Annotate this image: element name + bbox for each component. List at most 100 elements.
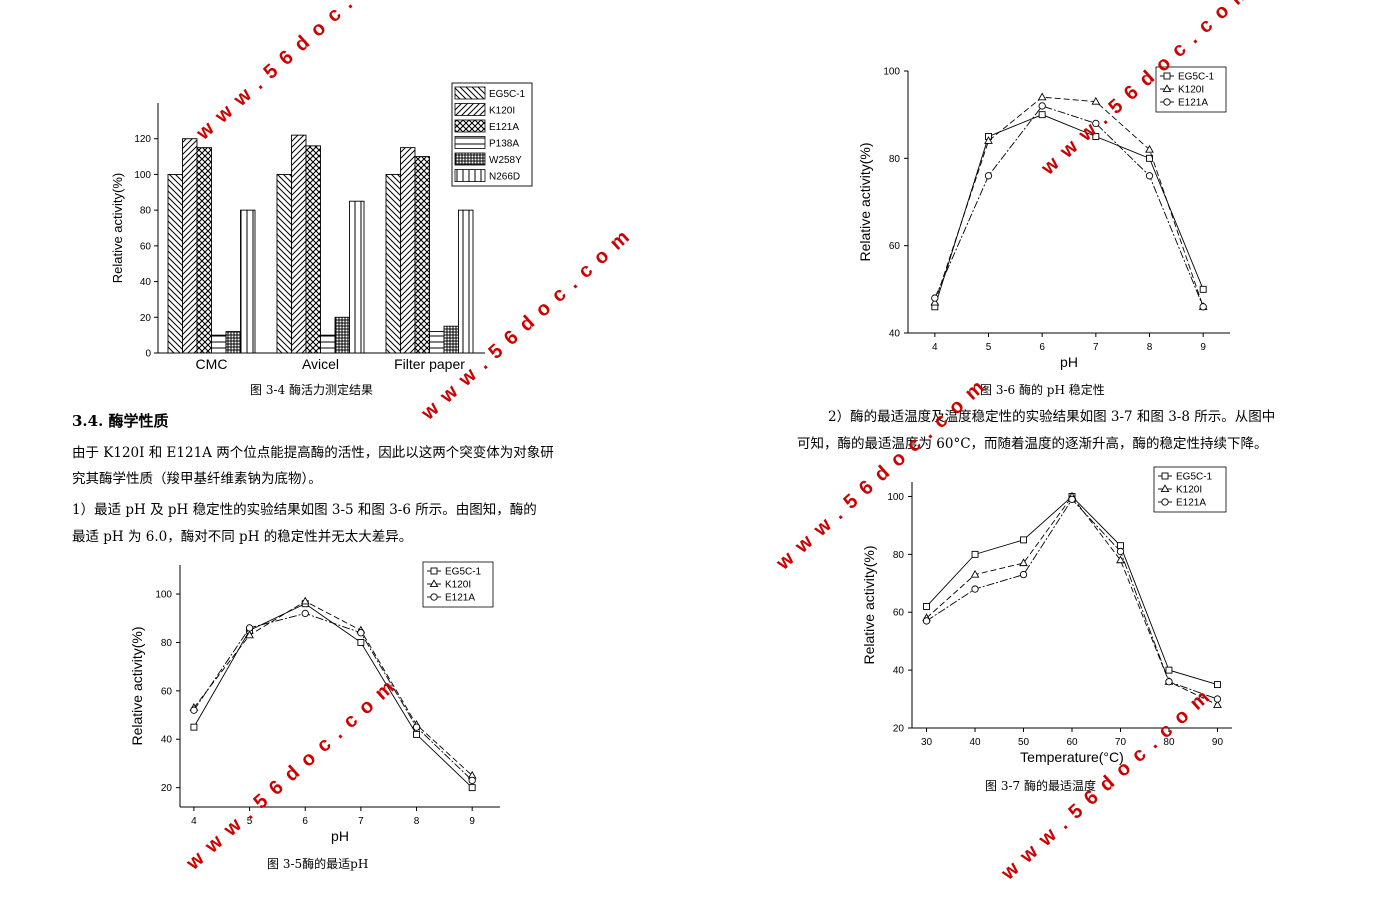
figure-3-6-line-chart: 40 60 80 100 4 5 6 7 8 9 Relative activity(%) pH EG5… — [860, 67, 1230, 370]
point-e121a-6 — [301, 609, 309, 618]
bar-k120i-filter-paper — [400, 147, 416, 354]
point-k120i-90 — [1213, 700, 1222, 708]
bar-e121a-filter-paper — [414, 156, 430, 354]
series-line-e121a — [934, 105, 1204, 307]
bar-e121a-avicel — [305, 145, 321, 354]
y-tick-label: 80 — [140, 206, 152, 217]
point-k120i-4 — [930, 297, 940, 306]
x-axis-label: Temperature(°C) — [1020, 749, 1124, 765]
point-eg5c-1-6 — [1038, 111, 1046, 119]
point-e121a-5 — [245, 624, 254, 632]
legend-label-w258y: W258Y — [489, 155, 522, 166]
bar-w258y-filter-paper — [443, 325, 459, 354]
y-tick-label: 20 — [893, 724, 905, 735]
x-tick-label: Filter paper — [394, 356, 465, 372]
point-e121a-7 — [357, 629, 365, 637]
point-e121a-30 — [922, 617, 931, 625]
point-k120i-8 — [1145, 144, 1154, 153]
point-eg5c-1-30 — [923, 602, 930, 610]
y-tick-label: 40 — [889, 329, 901, 340]
x-tick-label: 80 — [1163, 737, 1175, 748]
point-k120i-6 — [300, 596, 310, 605]
point-e121a-6 — [1038, 102, 1046, 110]
series-line-k120i — [934, 96, 1204, 307]
legend-swatch-k120i — [454, 103, 486, 116]
legend-swatch-eg5c-1 — [454, 86, 486, 100]
point-eg5c-1-70 — [1117, 542, 1124, 550]
x-tick-label: 6 — [302, 816, 308, 827]
legend-marker-k120i — [1160, 484, 1170, 493]
legend-marker-eg5c-1 — [1163, 72, 1171, 80]
point-e121a-50 — [1019, 570, 1028, 579]
legend-label-k120i: K120I — [445, 580, 471, 591]
legend-label-e121a: E121A — [1178, 98, 1208, 109]
paragraph-3-line-1: 2）酶的最适温度及温度稳定性的实验结果如图 3-7 和图 3-8 所示。从图中 — [828, 409, 1276, 425]
section-heading: 3.4. 酶学性质 — [72, 412, 169, 430]
y-tick-label: 100 — [883, 67, 900, 78]
bar-eg5c-1-avicel — [276, 173, 292, 354]
legend-marker-eg5c-1 — [430, 567, 438, 575]
x-tick-label: 40 — [969, 737, 981, 748]
y-tick-label: 20 — [140, 313, 152, 324]
x-tick-label: Avicel — [302, 356, 339, 372]
legend-label-k120i: K120I — [1176, 485, 1202, 496]
point-k120i-40 — [970, 569, 980, 578]
y-tick-label: 20 — [161, 783, 173, 794]
legend-label-eg5c-1: EG5C-1 — [445, 567, 482, 578]
legend-label-e121a: E121A — [1176, 498, 1206, 509]
y-tick-label: 80 — [893, 550, 905, 561]
x-tick-label: 30 — [921, 737, 933, 748]
bar-p138a-filter-paper — [429, 331, 445, 354]
point-eg5c-1-9 — [468, 784, 476, 792]
point-eg5c-1-40 — [971, 550, 979, 558]
point-e121a-7 — [1092, 119, 1100, 128]
y-tick-label: 40 — [161, 735, 173, 746]
point-e121a-9 — [468, 776, 476, 785]
point-e121a-70 — [1116, 547, 1125, 556]
point-k120i-70 — [1116, 555, 1125, 564]
paragraph-2-line-1: 1）最适 pH 及 pH 稳定性的实验结果如图 3-5 和图 3-6 所示。由图… — [72, 502, 537, 518]
legend-label-eg5c-1: EG5C-1 — [1178, 72, 1215, 83]
bar-eg5c-1-cmc — [167, 173, 183, 354]
x-tick-label: 6 — [1039, 342, 1045, 353]
x-tick-label: 60 — [1066, 737, 1078, 748]
legend-label-e121a: E121A — [445, 593, 475, 604]
figure-3-5-caption: 图 3-5酶的最适pH — [267, 857, 369, 871]
paragraph-1-line-2: 究其酶学性质（羧甲基纤维素钠为底物）。 — [72, 471, 322, 487]
series-line-e121a — [926, 498, 1218, 700]
series-line-e121a — [193, 612, 473, 781]
bar-eg5c-1-filter-paper — [385, 173, 401, 354]
legend-marker-e121a — [1161, 498, 1169, 506]
bar-k120i-avicel — [291, 134, 307, 354]
x-tick-label: 90 — [1212, 737, 1224, 748]
legend-box — [451, 82, 533, 187]
figure-3-4-caption: 图 3-4 酶活力测定结果 — [250, 383, 373, 397]
point-e121a-5 — [984, 172, 993, 180]
point-eg5c-1-7 — [1092, 133, 1100, 140]
x-tick-label: 9 — [1200, 342, 1206, 353]
legend-swatch-p138a — [454, 136, 486, 149]
series-line-eg5c-1 — [926, 495, 1218, 686]
point-k120i-5 — [984, 136, 993, 144]
x-tick-label: 50 — [1018, 737, 1030, 748]
y-tick-label: 80 — [161, 638, 173, 649]
point-eg5c-1-4 — [190, 723, 198, 731]
y-tick-label: 100 — [887, 492, 904, 503]
y-tick-label: 60 — [893, 608, 905, 619]
y-tick-label: 100 — [134, 170, 151, 181]
x-axis-label: pH — [1060, 354, 1078, 370]
figure-3-4-bar-chart: 0 20 40 60 80 100 120 Relative activity(%) CMC Av… — [110, 82, 533, 372]
legend-marker-eg5c-1 — [1161, 472, 1169, 480]
bar-n266d-filter-paper — [458, 209, 474, 354]
legend-label-n266d: N266D — [489, 172, 520, 183]
bar-e121a-cmc — [196, 147, 212, 354]
x-tick-label: CMC — [196, 356, 228, 372]
x-tick-label: 9 — [469, 816, 475, 827]
bar-p138a-cmc — [211, 334, 227, 354]
paragraph-2-line-2: 最适 pH 为 6.0，酶对不同 pH 的稳定性并无太大差异。 — [72, 529, 413, 545]
x-tick-label: 8 — [414, 816, 420, 827]
y-tick-label: 80 — [889, 154, 901, 165]
legend-label-eg5c-1: EG5C-1 — [1176, 472, 1213, 483]
figure-3-6-caption: 图 3-6 酶的 pH 稳定性 — [980, 383, 1105, 397]
point-eg5c-1-50 — [1020, 536, 1027, 544]
